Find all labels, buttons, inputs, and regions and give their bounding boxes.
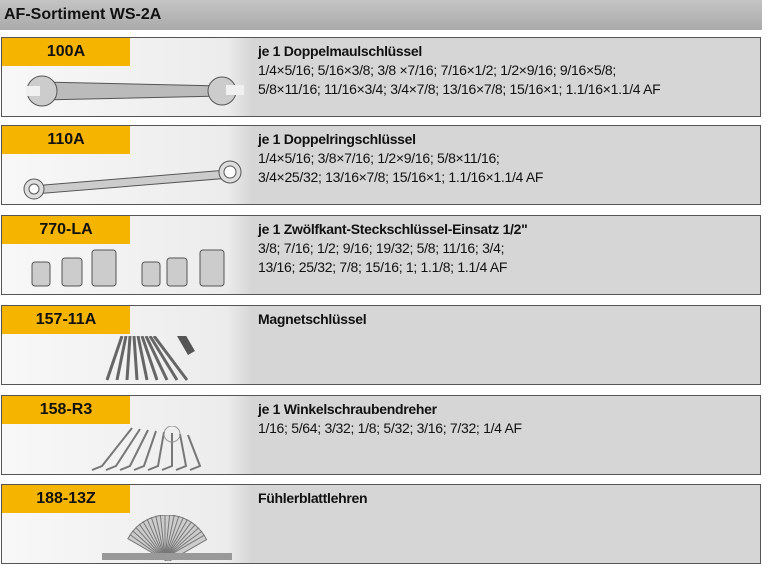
product-heading: je 1 Doppelringschlüssel <box>258 131 416 147</box>
product-heading: je 1 Doppelmaulschlüssel <box>258 43 422 59</box>
product-image-area: 158-R3 <box>2 396 252 474</box>
product-image-area: 157-11A <box>2 306 252 384</box>
product-code: 158-R3 <box>2 396 130 424</box>
product-description: Magnetschlüssel <box>252 306 367 384</box>
product-code: 770-LA <box>2 216 130 244</box>
product-description: je 1 Winkelschraubendreher 1/16; 5/64; 3/… <box>252 396 522 474</box>
product-heading: je 1 Winkelschraubendreher <box>258 401 437 417</box>
product-code: 100A <box>2 38 130 66</box>
product-description: je 1 Doppelmaulschlüssel 1/4×5/16; 5/16×3… <box>252 38 661 116</box>
product-image-area: 188-13Z <box>2 485 252 563</box>
product-image-area: 100A <box>2 38 252 116</box>
list-item: 100A je 1 Doppelmaulschlüssel 1/4×5/16; 5… <box>1 37 761 117</box>
product-code: 157-11A <box>2 306 130 334</box>
list-item: 188-13Z Fühlerblattlehren <box>1 484 761 564</box>
page-title: AF-Sortiment WS-2A <box>0 0 762 30</box>
list-item: 157-11A Magnetschlüssel <box>1 305 761 385</box>
size-list-line: 3/4×25/32; 13/16×7/8; 15/16×1; 1.1/16×1.… <box>258 169 544 185</box>
product-heading: Fühlerblattlehren <box>258 490 368 506</box>
list-item: 770-LA je 1 Zwölfkant-Steckschlüssel-Ein… <box>1 215 761 295</box>
product-heading: Magnetschlüssel <box>258 311 367 327</box>
size-list-line: 1/16; 5/64; 3/32; 1/8; 5/32; 3/16; 7/32;… <box>258 420 522 436</box>
size-list-line: 3/8; 7/16; 1/2; 9/16; 19/32; 5/8; 11/16;… <box>258 240 505 256</box>
list-item: 110A je 1 Doppelringschlüssel 1/4×5/16; 3… <box>1 125 761 205</box>
list-item: 158-R3 je 1 Winkelschraubendreher 1/16; 5… <box>1 395 761 475</box>
product-description: je 1 Zwölfkant-Steckschlüssel-Einsatz 1/… <box>252 216 528 294</box>
size-list-line: 5/8×11/16; 11/16×3/4; 3/4×7/8; 13/16×7/8… <box>258 81 661 97</box>
product-image-area: 770-LA <box>2 216 252 294</box>
size-list-line: 13/16; 25/32; 7/8; 15/16; 1; 1.1/8; 1.1/… <box>258 259 508 275</box>
size-list-line: 1/4×5/16; 3/8×7/16; 1/2×9/16; 5/8×11/16; <box>258 150 500 166</box>
product-description: je 1 Doppelringschlüssel 1/4×5/16; 3/8×7/… <box>252 126 543 204</box>
product-heading: je 1 Zwölfkant-Steckschlüssel-Einsatz 1/… <box>258 221 528 237</box>
size-list-line: 1/4×5/16; 5/16×3/8; 3/8 ×7/16; 7/16×1/2;… <box>258 62 616 78</box>
product-code: 188-13Z <box>2 485 130 513</box>
product-code: 110A <box>2 126 130 154</box>
product-description: Fühlerblattlehren <box>252 485 368 563</box>
product-image-area: 110A <box>2 126 252 204</box>
